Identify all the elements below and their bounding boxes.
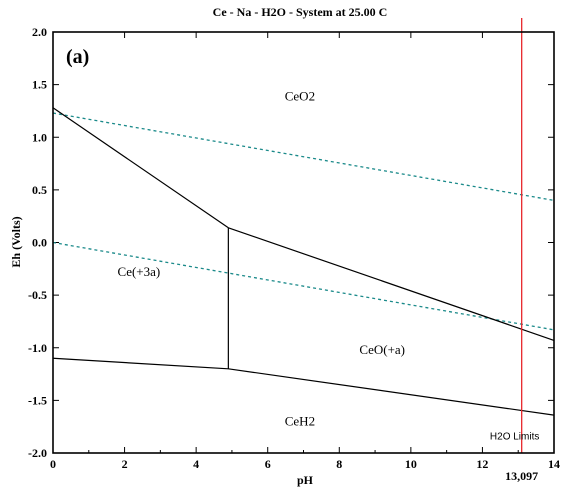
region-label: CeO2: [285, 88, 315, 103]
ph-marker-label: 13,097: [505, 469, 538, 483]
x-tick-label: 2: [122, 457, 128, 471]
x-tick-labels: 0 2 4 6 8 10 12 14: [50, 457, 560, 471]
phase-boundaries: [52, 107, 555, 416]
phase-boundary-2: [228, 227, 555, 341]
region-label: Ce(+3a): [118, 264, 161, 279]
y-tick-label: -1.5: [28, 393, 47, 407]
y-tick-label: 1.5: [32, 78, 47, 92]
panel-label: (a): [66, 46, 89, 68]
y-tick-label: -0.5: [28, 288, 47, 302]
chart-title: Ce - Na - H2O - System at 25.00 C: [213, 5, 388, 19]
plot-frame: [52, 31, 555, 454]
y-tick-label: 1.0: [32, 130, 47, 144]
water-limit-line-1: [52, 112, 555, 202]
y-tick-label: -2.0: [28, 446, 47, 460]
x-tick-label: 0: [50, 457, 56, 471]
x-tick-label: 10: [405, 457, 417, 471]
y-tick-labels: 2.0 1.5 1.0 0.5 0.0 -0.5 -1.0 -1.5 -2.0: [28, 25, 47, 460]
y-tick-label: 2.0: [32, 25, 47, 39]
phase-boundary-4: [52, 357, 555, 416]
x-tick-label: 14: [548, 457, 560, 471]
x-tick-label: 12: [476, 457, 488, 471]
region-label: CeH2: [285, 414, 315, 429]
x-tick-label: 6: [265, 457, 271, 471]
y-tick-label: 0.0: [32, 236, 47, 250]
h2o-limits-annotation: H2O Limits: [490, 431, 539, 442]
region-labels: CeO2 Ce(+3a) CeO(+a) CeH2: [118, 88, 405, 428]
y-tick-label: -1.0: [28, 341, 47, 355]
x-tick-label: 8: [336, 457, 342, 471]
y-tick-label: 0.5: [32, 183, 47, 197]
water-limit-line-2: [52, 241, 555, 331]
water-stability-limits: [52, 112, 555, 331]
region-label: CeO(+a): [359, 342, 405, 357]
x-axis-label: pH: [297, 473, 314, 487]
x-tick-label: 4: [193, 457, 199, 471]
y-axis-label: Eh (Volts): [9, 216, 23, 267]
phase-boundary-1: [52, 107, 229, 229]
